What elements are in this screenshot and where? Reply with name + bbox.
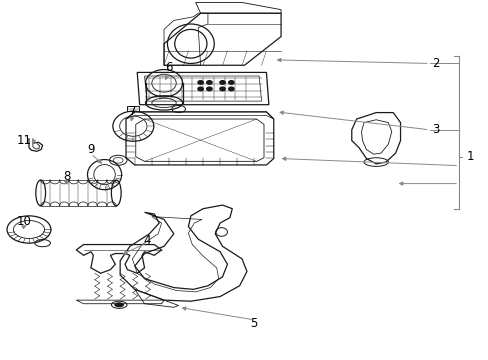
Ellipse shape (197, 86, 203, 91)
Ellipse shape (205, 80, 212, 85)
Text: 9: 9 (87, 143, 95, 156)
Text: 6: 6 (165, 60, 172, 73)
Text: 1: 1 (466, 150, 473, 163)
Text: 7: 7 (128, 105, 136, 118)
Text: 11: 11 (17, 134, 32, 147)
Text: 8: 8 (62, 170, 70, 183)
Text: 5: 5 (250, 317, 257, 330)
Ellipse shape (227, 80, 234, 85)
Text: 4: 4 (143, 234, 150, 247)
Ellipse shape (227, 86, 234, 91)
Ellipse shape (197, 80, 203, 85)
Text: 10: 10 (17, 215, 31, 228)
Ellipse shape (114, 302, 124, 307)
Ellipse shape (219, 80, 225, 85)
Text: 3: 3 (431, 123, 439, 136)
Ellipse shape (205, 86, 212, 91)
Ellipse shape (219, 86, 225, 91)
Text: 2: 2 (431, 57, 439, 70)
